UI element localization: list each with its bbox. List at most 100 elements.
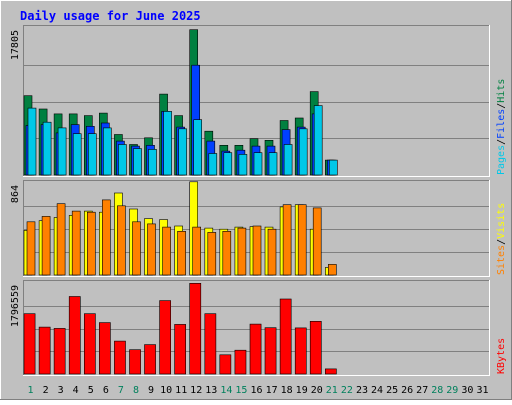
x-tick-label: 31 [476,385,488,396]
bar-visits-sites [252,225,262,276]
bar-kbytes-kbytes [294,327,307,375]
legend-entry: / [496,239,507,245]
bar-visits-sites [177,231,186,276]
bar-visits-sites [222,231,232,276]
bar-kbytes-kbytes [189,282,202,375]
bar-kbytes-kbytes [264,327,277,375]
x-tick-label: 19 [296,385,308,396]
bar-visits-sites [87,211,96,276]
bar-kbytes-kbytes [159,300,172,375]
bar-hits-pages [103,127,112,176]
x-tick-label: 25 [386,385,398,396]
legend-entry: / [496,139,507,145]
bar-hits-pages [238,154,248,176]
bar-kbytes-kbytes [129,349,141,375]
x-tick-label: 3 [58,385,64,396]
x-tick-label: 24 [371,385,383,396]
bar-kbytes-kbytes [144,344,156,375]
bar-hits-pages [208,153,218,176]
bar-kbytes-kbytes [279,298,292,375]
x-tick-label: 26 [401,385,413,396]
x-tick-label: 16 [250,385,262,396]
x-tick-label: 8 [133,385,139,396]
bar-visits-sites [147,223,156,276]
panel-kbytes: 1796559 KBytes [10,280,507,376]
bar-visits-sites [117,205,126,276]
bar-hits-pages [193,119,202,176]
legend-entry: Visits [496,203,507,239]
x-tick-label: 22 [341,385,353,396]
x-tick-label: 27 [416,385,428,396]
x-tick-label: 21 [326,385,338,396]
bar-visits-sites [192,226,201,276]
bar-kbytes-kbytes [219,354,232,375]
x-tick-label: 15 [235,385,247,396]
bar-visits-sites [207,232,217,276]
bar-hits-pages [27,107,37,176]
bar-visits-sites [26,221,36,276]
bar-kbytes-kbytes [38,326,51,375]
bar-visits-sites [102,199,111,276]
x-tick-label: 1 [27,385,33,396]
bar-hits-pages [88,133,97,176]
bar-hits-pages [133,148,142,176]
x-tick-label: 14 [220,385,232,396]
bar-visits-sites [132,221,141,276]
bar-hits-pages [268,152,278,176]
legend-entry: Files [496,109,507,139]
bar-kbytes-kbytes [84,313,96,375]
legend-entry: KBytes [496,338,507,374]
bar-hits-pages [118,144,127,176]
bar-visits-sites [71,210,81,276]
panels-layer: 17805Pages/Files/Hits864Sites/Visits1796… [10,25,507,376]
bar-hits-pages [57,127,67,176]
x-tick-label: 30 [461,385,473,396]
panel-kbytes-max-label: 1796559 [10,285,21,327]
bar-visits-sites [41,216,51,276]
x-tick-label: 29 [446,385,458,396]
bar-kbytes-kbytes [234,349,247,375]
bar-hits-pages [298,128,308,176]
bar-visits-sites [162,226,171,276]
bar-hits-pages [42,121,52,176]
bar-hits-pages [253,152,263,176]
bar-visits-sites [297,204,307,276]
bar-kbytes-kbytes [249,323,262,375]
legend-entry: Sites [496,245,507,275]
bar-kbytes-kbytes [23,313,36,375]
x-tick-label: 12 [190,385,202,396]
panel-hits-max-label: 17805 [10,30,21,60]
x-tick-label: 7 [118,385,124,396]
bar-hits-pages [223,152,233,176]
bar-kbytes-kbytes [53,328,66,375]
x-tick-label: 23 [356,385,368,396]
x-tick-label: 2 [43,385,49,396]
bar-kbytes-kbytes [99,322,111,375]
legend-entry: / [496,103,507,109]
bar-hits-pages [72,133,82,176]
bar-kbytes-kbytes [68,296,81,375]
x-tick-label: 28 [431,385,443,396]
bar-visits-sites [282,204,292,276]
bar-visits-sites [312,207,322,276]
x-tick-label: 5 [88,385,94,396]
x-tick-label: 11 [175,385,187,396]
x-tick-label: 17 [266,385,278,396]
x-tick-label: 18 [281,385,293,396]
x-tick-label: 6 [103,385,109,396]
bar-kbytes-kbytes [174,324,187,375]
x-tick-label: 13 [205,385,217,396]
bar-kbytes-kbytes [309,320,322,375]
bar-hits-pages [313,105,323,176]
bar-hits-pages [148,149,157,176]
x-axis: 1 2 3 4 5 6 7 8 9 10 11 12 13 14 15 16 17 18 19 20 21 22 23 24 2… [27,385,488,396]
x-tick-label: 4 [73,385,79,396]
bar-kbytes-kbytes [114,340,126,375]
bar-kbytes-kbytes [324,368,337,375]
legend-entry: Hits [496,79,507,103]
bar-visits-sites [267,228,277,276]
legend-entry: Pages [496,145,507,175]
